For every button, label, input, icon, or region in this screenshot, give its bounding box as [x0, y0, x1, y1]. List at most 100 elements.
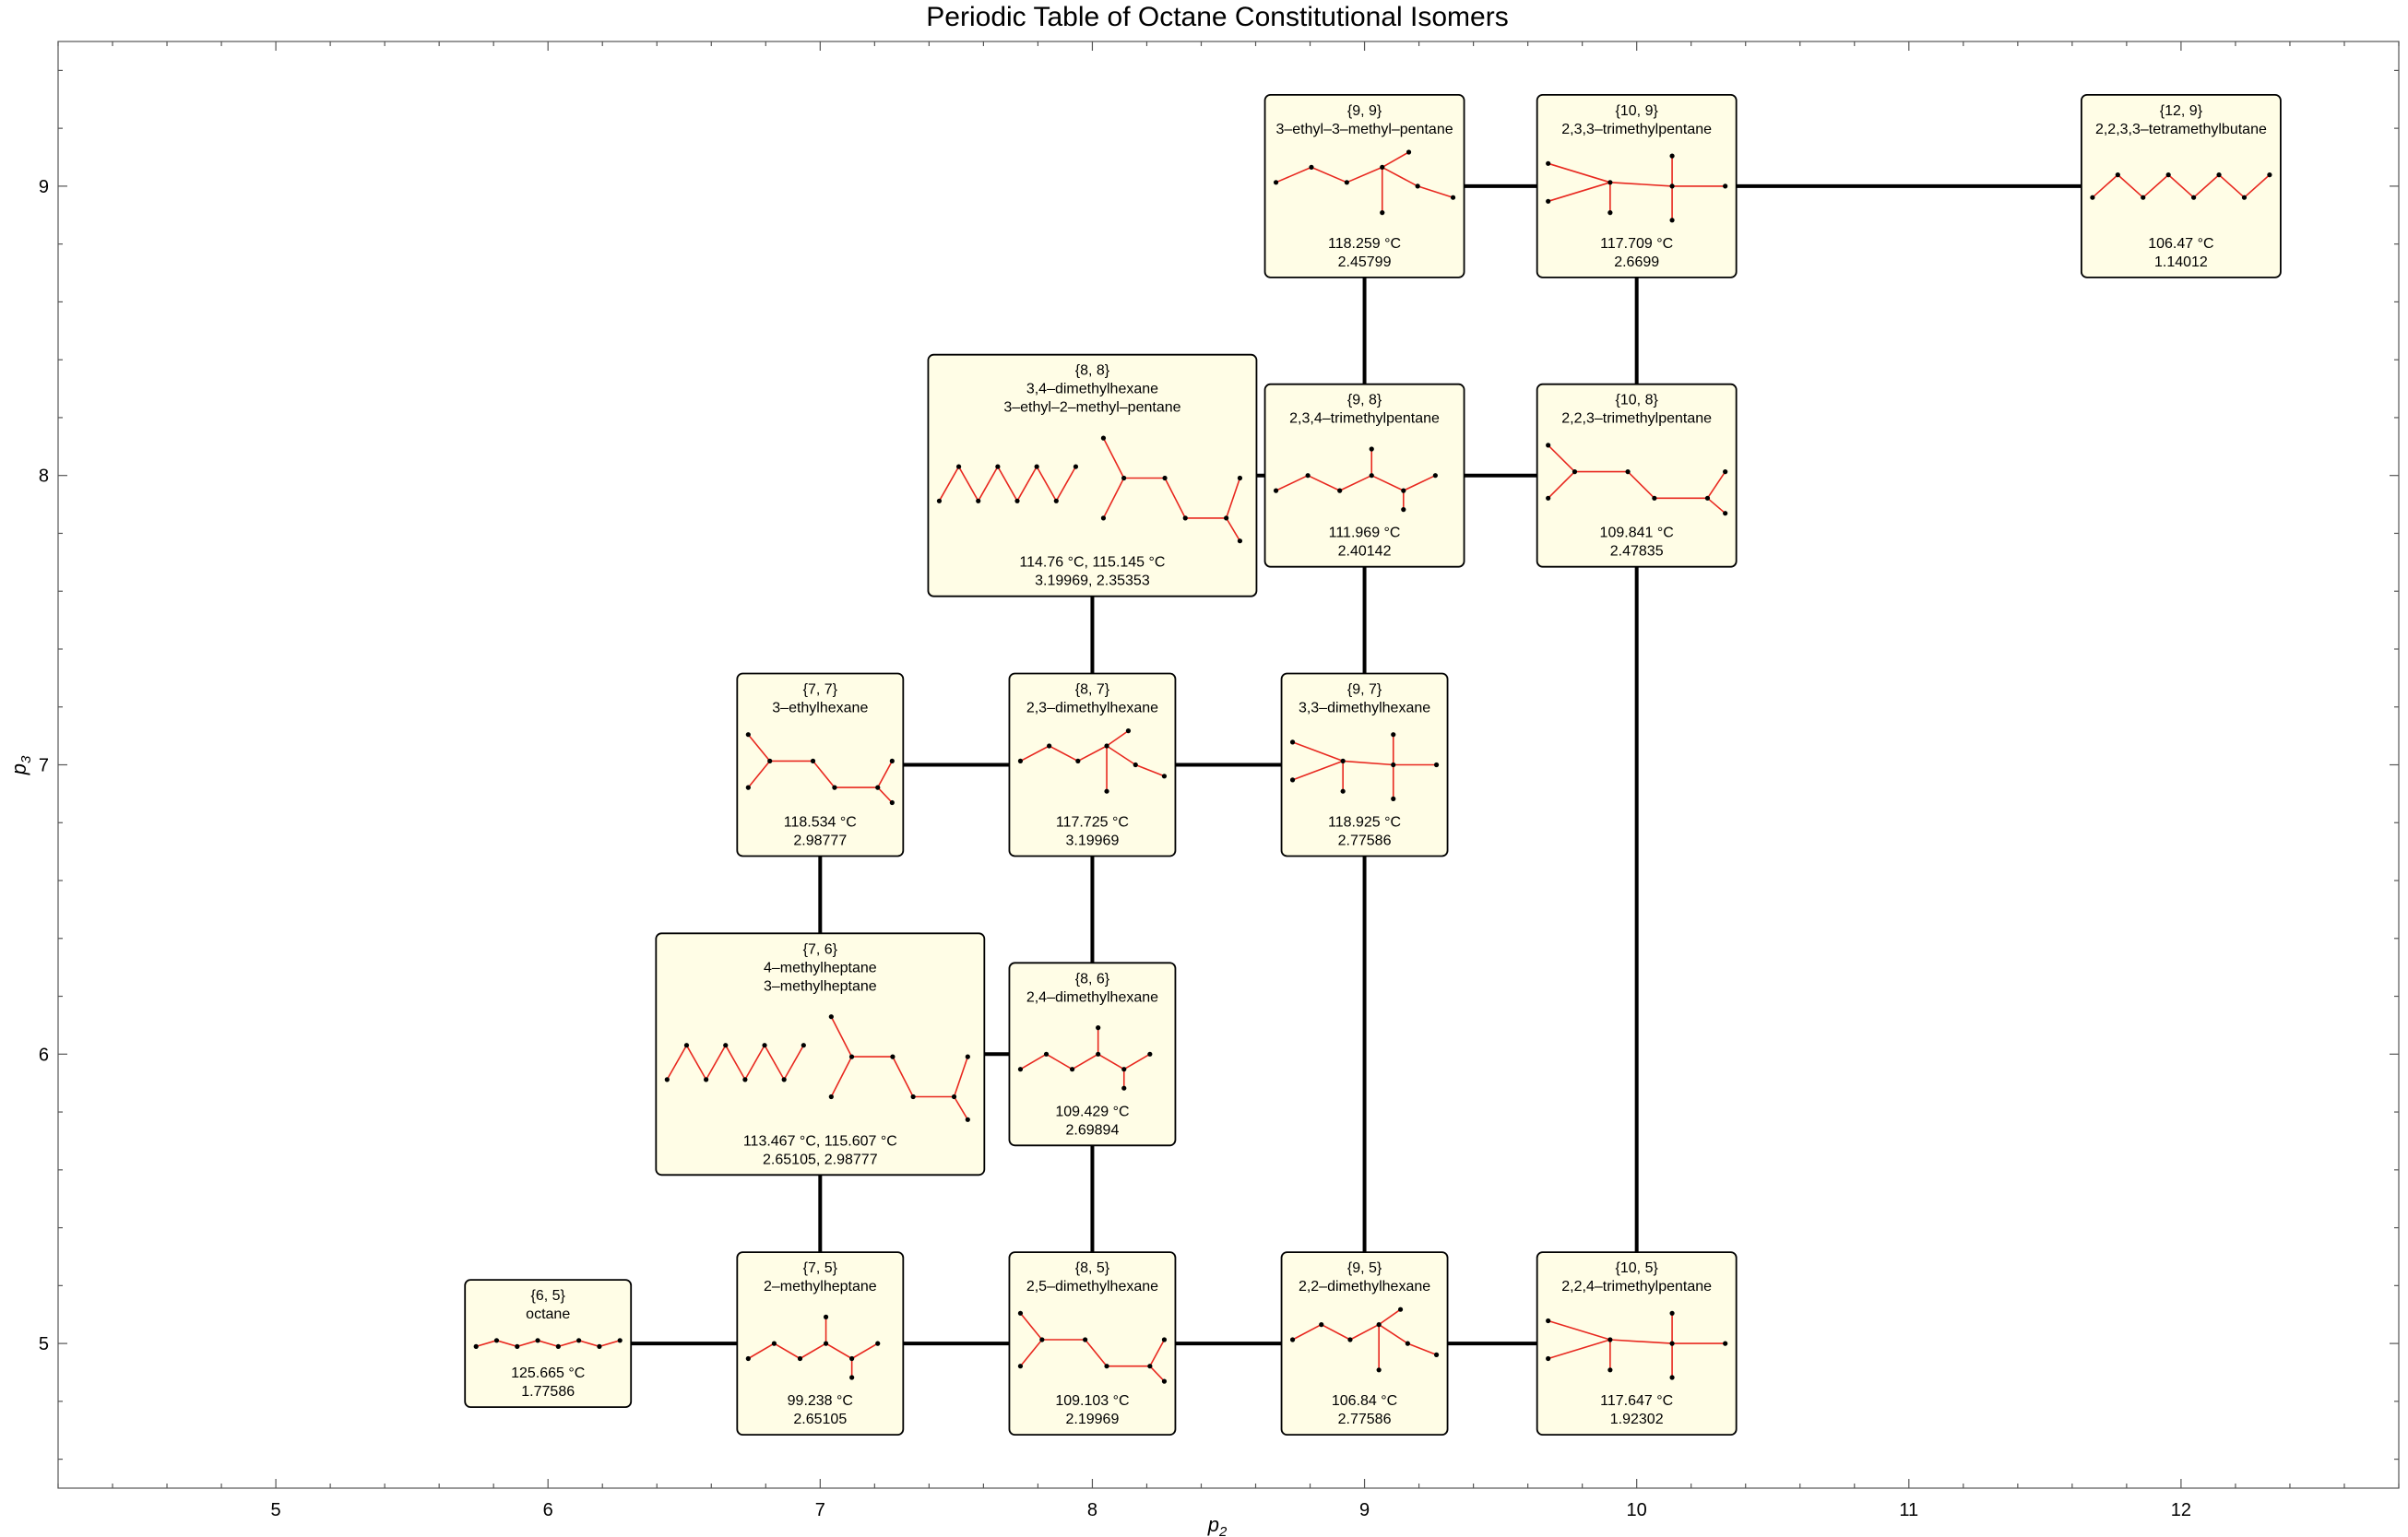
isomer-label: {6, 5} — [531, 1288, 566, 1304]
molecule-structure — [1100, 435, 1243, 544]
molecule-structure — [1546, 1310, 1728, 1380]
isomer-value: 2.65105 — [793, 1412, 847, 1427]
isomer-label: {7, 7} — [803, 682, 838, 698]
molecule-structure — [1289, 1306, 1440, 1373]
y-tick-label: 5 — [39, 1334, 49, 1354]
x-tick-label: 7 — [815, 1500, 825, 1520]
isomer-value: 2.6699 — [1614, 254, 1659, 270]
isomer-value: 2.45799 — [1338, 254, 1392, 270]
isomer-name: 3,3–dimethylhexane — [1299, 701, 1430, 716]
isomer-value: 2.19969 — [1066, 1412, 1120, 1427]
isomer-label: {9, 5} — [1347, 1260, 1382, 1276]
boiling-point: 109.429 °C — [1055, 1104, 1129, 1119]
isomer-name: 2,3,4–trimethylpentane — [1289, 411, 1440, 427]
isomer-card-box — [1008, 1251, 1177, 1436]
molecule-structure — [1546, 153, 1728, 223]
isomer-card-box — [1008, 672, 1177, 857]
isomer-card-box — [736, 672, 905, 857]
isomer-card: {8, 8} 3,4–dimethylhexane 3–ethyl–2–methyl… — [927, 353, 1258, 597]
isomer-value: 3.19969 — [1066, 834, 1120, 849]
isomer-name: 2,3,3–trimethylpentane — [1561, 122, 1712, 137]
isomer-label: {7, 5} — [803, 1260, 838, 1276]
boiling-point: 106.47 °C — [2148, 236, 2213, 252]
isomer-name: 3–methylheptane — [764, 978, 877, 994]
x-tick-label: 9 — [1359, 1500, 1370, 1520]
boiling-point: 118.259 °C — [1328, 236, 1401, 252]
boiling-point: 114.76 °C, 115.145 °C — [1019, 555, 1165, 571]
isomer-name: 2,2,4–trimethylpentane — [1561, 1279, 1712, 1295]
molecule-structure — [745, 732, 895, 806]
isomer-card-box — [1008, 962, 1177, 1147]
isomer-card: {10, 8} 2,2,3–trimethylpentane 109.841 °C 2… — [1536, 383, 1738, 568]
isomer-card: {8, 5} 2,5–dimethylhexane 109.103 °C 2.1996… — [1008, 1251, 1177, 1436]
x-tick-label: 5 — [271, 1500, 281, 1520]
isomer-name: 2,2,3–trimethylpentane — [1561, 411, 1712, 427]
isomer-value: 2.47835 — [1610, 544, 1664, 560]
isomer-name: 3–ethyl–2–methyl–pentane — [1003, 400, 1180, 416]
isomer-label: {9, 8} — [1347, 393, 1382, 408]
isomer-card: {9, 7} 3,3–dimethylhexane 118.925 °C 2.7758… — [1280, 672, 1449, 857]
isomer-label: {8, 6} — [1075, 971, 1110, 987]
isomer-name: 2,2–dimethylhexane — [1299, 1279, 1430, 1295]
isomer-card-box — [1263, 383, 1465, 568]
isomer-value: 1.77586 — [521, 1384, 575, 1400]
isomer-value: 2.77586 — [1338, 1412, 1392, 1427]
x-tick-label: 12 — [2171, 1500, 2191, 1520]
isomer-label: {12, 9} — [2160, 103, 2203, 119]
boiling-point: 117.709 °C — [1600, 236, 1673, 252]
boiling-point: 118.534 °C — [784, 815, 857, 831]
isomer-name: 4–methylheptane — [764, 960, 877, 975]
isomer-card: {10, 5} 2,2,4–trimethylpentane 117.647 °C 1… — [1536, 1251, 1738, 1436]
isomer-card: {7, 5} 2–methylheptane 99.238 °C 2.65105 — [736, 1251, 905, 1436]
isomer-value: 2.40142 — [1338, 544, 1392, 560]
isomer-value: 2.69894 — [1066, 1122, 1120, 1138]
isomer-value: 3.19969, 2.35353 — [1035, 573, 1150, 589]
isomer-label: {8, 8} — [1075, 363, 1110, 379]
y-tick-label: 7 — [39, 756, 49, 776]
molecule-structure — [1017, 1025, 1153, 1091]
isomer-label: {10, 9} — [1616, 103, 1659, 119]
isomer-card-box — [1536, 383, 1738, 568]
isomer-card-box — [1263, 94, 1465, 278]
isomer-label: {9, 9} — [1347, 103, 1382, 119]
isomer-card: {9, 5} 2,2–dimethylhexane 106.84 °C 2.77586 — [1280, 1251, 1449, 1436]
isomer-value: 2.77586 — [1338, 834, 1392, 849]
molecule-structure — [1017, 728, 1168, 794]
isomer-card-box — [1536, 94, 1738, 278]
isomer-name: 2,4–dimethylhexane — [1026, 989, 1158, 1005]
y-tick-label: 6 — [39, 1045, 49, 1065]
molecule-structure — [1289, 732, 1440, 802]
isomer-card: {7, 6} 4–methylheptane 3–methylheptane 113.… — [655, 932, 986, 1176]
isomer-cards: {6, 5} octane 125.665 °C 1.77586 {7, 5} 2–met… — [464, 94, 2282, 1436]
isomer-name: 2,5–dimethylhexane — [1026, 1279, 1158, 1295]
isomer-card: {10, 9} 2,3,3–trimethylpentane 117.709 °C 2… — [1536, 94, 1738, 278]
isomer-name: 3,4–dimethylhexane — [1026, 382, 1158, 397]
isomer-name: 2,3–dimethylhexane — [1026, 701, 1158, 716]
isomer-label: {10, 5} — [1616, 1260, 1659, 1276]
isomer-card: {7, 7} 3–ethylhexane 118.534 °C 2.98777 — [736, 672, 905, 857]
x-tick-label: 10 — [1627, 1500, 1647, 1520]
molecule-structure — [1546, 443, 1728, 516]
molecule-structure — [473, 1338, 623, 1349]
molecule-structure — [1017, 1310, 1168, 1384]
molecule-structure — [745, 1314, 881, 1380]
isomer-name: 2–methylheptane — [764, 1279, 877, 1295]
isomer-card: {9, 8} 2,3,4–trimethylpentane 111.969 °C 2.… — [1263, 383, 1465, 568]
isomer-card-box — [736, 1251, 905, 1436]
isomer-card-box — [1536, 1251, 1738, 1436]
molecule-structure — [1273, 149, 1456, 216]
isomer-card-box — [1280, 1251, 1449, 1436]
isomer-card-box — [927, 353, 1258, 597]
x-tick-label: 6 — [543, 1500, 553, 1520]
isomer-value: 1.92302 — [1610, 1412, 1664, 1427]
boiling-point: 109.841 °C — [1600, 526, 1674, 541]
isomer-card: {8, 7} 2,3–dimethylhexane 117.725 °C 3.1996… — [1008, 672, 1177, 857]
boiling-point: 117.647 °C — [1600, 1393, 1673, 1409]
molecule-structure — [2090, 172, 2272, 200]
isomer-label: {8, 7} — [1075, 682, 1110, 698]
y-tick-label: 8 — [39, 467, 49, 487]
boiling-point: 109.103 °C — [1055, 1393, 1129, 1409]
axis-ticks: 5 6 7 8 9 10 11 12 5 6 7 8 9 — [39, 41, 2400, 1520]
molecule-structure — [828, 1014, 970, 1122]
